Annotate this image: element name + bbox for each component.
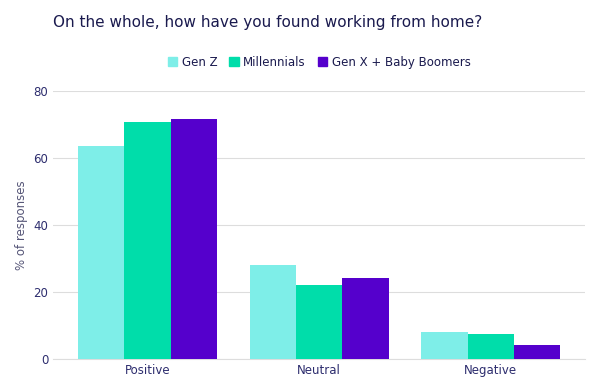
Text: 7.4: 7.4 <box>482 339 499 349</box>
Bar <box>421 332 467 359</box>
Bar <box>343 278 389 359</box>
Text: 63.7: 63.7 <box>89 151 113 161</box>
Text: 22: 22 <box>313 290 326 300</box>
Bar <box>296 285 343 359</box>
Bar <box>250 265 296 359</box>
Text: 28.1: 28.1 <box>261 270 284 280</box>
Text: 24.1: 24.1 <box>354 283 377 293</box>
Bar <box>467 334 514 359</box>
Text: 71.7: 71.7 <box>182 124 206 134</box>
Text: On the whole, how have you found working from home?: On the whole, how have you found working… <box>53 15 482 30</box>
Bar <box>514 345 560 359</box>
Text: 4.3: 4.3 <box>529 350 545 360</box>
Y-axis label: % of responses: % of responses <box>15 180 28 270</box>
Bar <box>171 119 217 359</box>
Bar <box>124 122 171 359</box>
Text: 70.6: 70.6 <box>136 127 159 138</box>
Legend: Gen Z, Millennials, Gen X + Baby Boomers: Gen Z, Millennials, Gen X + Baby Boomers <box>163 51 475 74</box>
Bar <box>78 145 124 359</box>
Text: 8.1: 8.1 <box>436 337 452 347</box>
